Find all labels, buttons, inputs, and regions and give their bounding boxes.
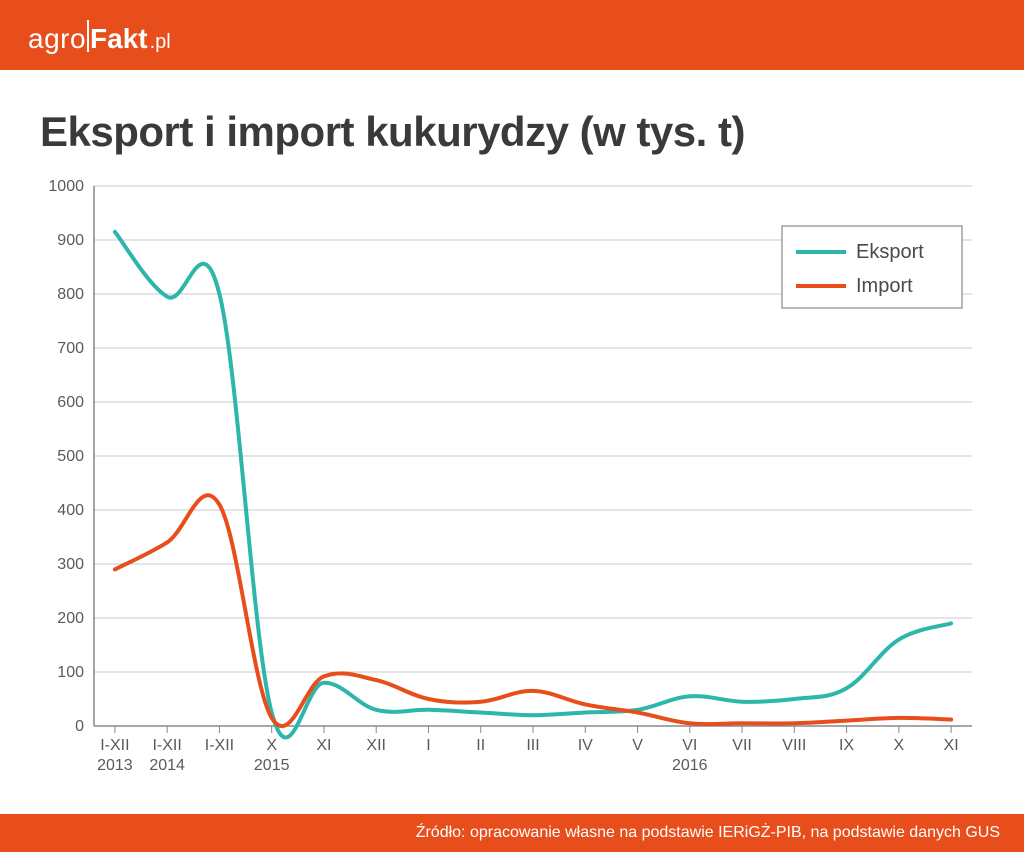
x-tick-label: X: [266, 737, 277, 754]
chart-container: 0 100 200 300 400 500 600 700 800 900 1000 I-XII 201…: [40, 176, 984, 796]
brand-logo-bold: Fakt: [90, 23, 148, 55]
x-tick-label: VII: [732, 737, 752, 754]
y-tick-label: 300: [57, 556, 84, 573]
chart-title: Eksport i import kukurydzy (w tys. t): [40, 108, 984, 156]
x-tick-label: IV: [578, 737, 593, 754]
source-footer: Źródło: opracowanie własne na podstawie …: [0, 814, 1024, 852]
x-tick-label: 2014: [149, 757, 185, 774]
x-tick-label: IX: [839, 737, 854, 754]
line-chart: 0 100 200 300 400 500 600 700 800 900 1000 I-XII 201…: [40, 176, 984, 796]
legend-label: Import: [856, 275, 913, 297]
series-import: [115, 495, 951, 726]
x-tick-label: 2016: [672, 757, 708, 774]
x-tick-label: I-XII: [152, 737, 181, 754]
brand-header: agroFakt.pl: [0, 0, 1024, 70]
x-tick-label: V: [632, 737, 643, 754]
brand-logo-light: agro: [28, 23, 86, 55]
x-tick-label: I-XII: [205, 737, 234, 754]
x-tick-label: II: [476, 737, 485, 754]
y-tick-label: 700: [57, 340, 84, 357]
y-tick-label: 500: [57, 448, 84, 465]
x-tick-label: XI: [316, 737, 331, 754]
x-tick-label: VIII: [782, 737, 806, 754]
x-tick-label: VI: [682, 737, 697, 754]
content-area: Eksport i import kukurydzy (w tys. t) 0 1…: [0, 70, 1024, 806]
brand-logo-divider: [87, 20, 89, 52]
x-tick-label: 2015: [254, 757, 290, 774]
x-tick-label: I: [426, 737, 430, 754]
brand-logo-suffix: .pl: [150, 31, 171, 54]
x-tick-label: X: [893, 737, 904, 754]
y-tick-label: 400: [57, 502, 84, 519]
x-tick-label: 2013: [97, 757, 133, 774]
x-tick-label: I-XII: [100, 737, 129, 754]
y-tick-label: 600: [57, 394, 84, 411]
y-tick-label: 900: [57, 232, 84, 249]
y-tick-label: 800: [57, 286, 84, 303]
legend-label: Eksport: [856, 241, 924, 263]
y-tick-label: 100: [57, 664, 84, 681]
x-tick-label: III: [526, 737, 539, 754]
y-tick-label: 1000: [48, 178, 84, 195]
brand-logo: agroFakt.pl: [28, 16, 171, 55]
y-tick-label: 200: [57, 610, 84, 627]
x-tick-label: XII: [366, 737, 386, 754]
x-tick-label: XI: [944, 737, 959, 754]
y-tick-label: 0: [75, 718, 84, 735]
